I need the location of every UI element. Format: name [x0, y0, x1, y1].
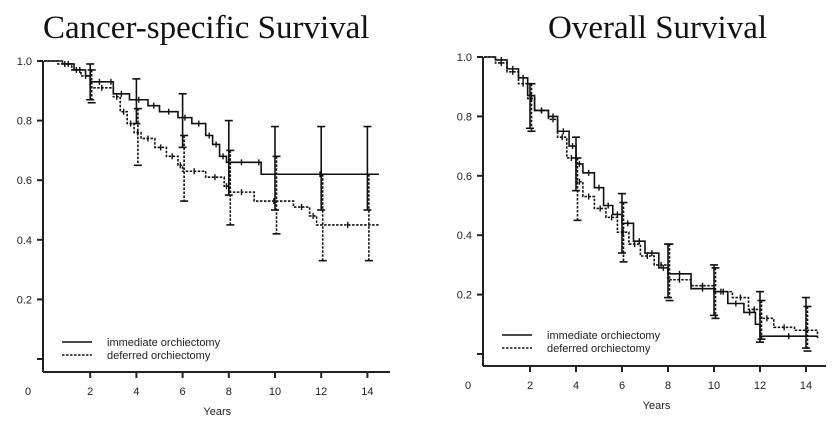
plot-area	[37, 60, 390, 378]
x-tick-label: 0	[25, 386, 31, 398]
x-tick-label: 14	[800, 380, 812, 392]
x-tick-label: 14	[361, 386, 373, 398]
y-tick-labels: 0.2 0.4 0.6 0.8 1.0	[457, 52, 472, 302]
y-tick-label: 0.8	[17, 116, 32, 128]
x-axis-label: Years	[643, 400, 671, 412]
x-tick-label: 10	[708, 380, 720, 392]
legend-label-deferred: deferred orchiectomy	[547, 343, 651, 355]
x-tick-label: 0	[465, 380, 471, 392]
x-tick-label: 4	[573, 380, 579, 392]
x-tick-labels: 0 2 4 6 8 10 12 14	[465, 380, 812, 392]
y-tick-label: 0.2	[457, 290, 472, 302]
survival-curve-deferred	[484, 56, 819, 340]
x-tick-label: 8	[226, 386, 232, 398]
y-tick-label: 1.0	[17, 56, 32, 68]
x-tick-label: 6	[619, 380, 625, 392]
x-tick-label: 2	[527, 380, 533, 392]
legend-label-immediate: immediate orchiectomy	[547, 330, 661, 342]
plot-area	[477, 56, 826, 372]
chart-title: Cancer-specific Survival	[43, 10, 369, 46]
x-tick-label: 4	[133, 386, 139, 398]
survival-curve-immediate	[44, 60, 379, 176]
legend-label-immediate: immediate orchiectomy	[107, 337, 221, 349]
x-tick-label: 2	[87, 386, 93, 398]
y-tick-label: 0.4	[17, 235, 32, 247]
x-tick-label: 10	[269, 386, 281, 398]
y-tick-label: 0.2	[17, 294, 32, 306]
chart-title: Overall Survival	[548, 10, 767, 46]
x-tick-labels: 0 2 4 6 8 10 12 14	[25, 386, 374, 398]
y-tick-label: 0.8	[457, 111, 472, 123]
y-tick-label: 1.0	[457, 52, 472, 64]
legend: immediate orchiectomy deferred orchiecto…	[62, 337, 221, 362]
survival-curve-deferred	[44, 60, 379, 226]
x-tick-label: 6	[180, 386, 186, 398]
x-tick-label: 12	[315, 386, 327, 398]
overall-survival-chart: Overall Survival 0.2 0.4 0.6 0.8 1.0 0 2 4 6 8 10…	[457, 10, 826, 412]
legend-label-deferred: deferred orchiectomy	[107, 350, 211, 362]
x-tick-label: 8	[665, 380, 671, 392]
y-tick-label: 0.6	[17, 175, 32, 187]
cancer-specific-survival-chart: Cancer-specific Survival 0.2 0.4 0.6 0.8 1.0…	[17, 10, 390, 418]
y-tick-labels: 0.2 0.4 0.6 0.8 1.0	[17, 56, 32, 306]
y-tick-label: 0.6	[457, 171, 472, 183]
x-axis-label: Years	[203, 406, 231, 418]
legend: immediate orchiectomy deferred orchiecto…	[502, 330, 661, 355]
x-tick-label: 12	[754, 380, 766, 392]
y-tick-label: 0.4	[457, 230, 472, 242]
